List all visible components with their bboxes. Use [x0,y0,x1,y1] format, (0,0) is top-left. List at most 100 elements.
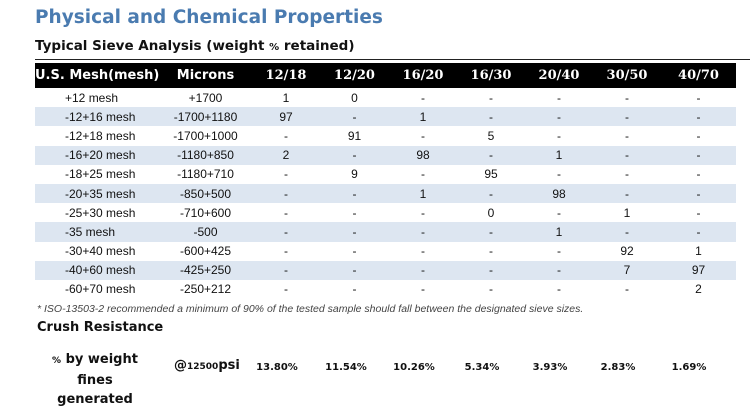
crush-fines-label: % by weight fines generated [37,350,153,409]
retained-cell: - [352,205,357,220]
microns-cell: -1180+710 [177,167,234,182]
microns-cell: -1700+1180 [159,107,252,127]
mesh-cell: -18+25 mesh [65,167,136,182]
retained-cell: - [421,167,425,182]
microns-cell: -1180+850 [159,145,252,165]
retained-cell: - [284,128,288,143]
column-header: Microns [159,63,252,88]
mesh-cell: -20+35 mesh [35,183,159,204]
retained-cell: - [661,145,736,165]
column-header: 20/40 [525,63,593,88]
retained-cell: - [625,128,629,143]
mesh-cell: +12 mesh [65,90,119,105]
retained-cell: - [625,167,629,182]
retained-cell: - [457,107,525,127]
retained-cell: - [320,107,389,127]
retained-cell: 1 [623,205,631,220]
mesh-cell: -16+20 mesh [35,145,159,165]
retained-cell: - [284,205,288,220]
retained-cell: 97 [661,260,736,280]
retained-cell: - [661,107,736,127]
microns-cell: +1700 [188,90,223,105]
retained-cell: 1 [525,145,593,165]
retained-cell: - [557,167,561,182]
table-row: -20+35 mesh -850+500- -1-98- - [35,183,736,204]
crush-value: 3.93% [532,362,568,373]
column-header: 12/20 [320,63,389,88]
retained-cell: - [352,244,357,259]
retained-cell: - [696,167,701,182]
retained-cell: - [557,128,561,143]
mesh-cell: -60+70 mesh [65,282,136,297]
retained-cell: - [421,128,425,143]
sieve-analysis-subtitle: Typical Sieve Analysis (weight % retaine… [35,38,355,54]
retained-cell: - [696,205,701,220]
retained-cell: - [696,128,701,143]
retained-cell: 1 [389,183,457,204]
mesh-cell: -40+60 mesh [35,260,159,280]
retained-cell: - [625,90,629,105]
crush-psi-value: 12500 [187,362,219,372]
table-row: -12+16 mesh -1700+1180 97-1- - - - [35,107,736,127]
retained-cell: 7 [593,260,661,280]
retained-cell: - [525,107,593,127]
retained-cell: - [320,260,389,280]
retained-cell: 2 [252,145,320,165]
retained-cell: 91 [347,128,362,143]
retained-cell: - [320,145,389,165]
retained-cell: 97 [252,107,320,127]
retained-cell: 98 [389,145,457,165]
retained-cell: 0 [351,90,358,105]
microns-cell: -710+600 [179,205,232,220]
column-header: U.S. Mesh(mesh) [35,63,159,88]
crush-value: 10.26% [393,362,435,373]
retained-cell: - [320,222,389,242]
microns-cell: -600+425 [179,244,232,259]
microns-cell: -1700+1000 [173,128,238,143]
mesh-cell: -35 mesh [35,222,159,242]
retained-cell: - [593,107,661,127]
retained-cell: - [252,183,320,204]
retained-cell: - [284,244,288,259]
table-row: -25+30 mesh -710+600 - - - 0 - 1 - [35,203,736,222]
retained-cell: - [661,183,736,204]
microns-cell: -425+250 [159,260,252,280]
retained-cell: - [421,205,425,220]
retained-cell: 92 [620,244,634,259]
table-row: -60+70 mesh -250+212 - - - - - - 2 [35,280,736,299]
retained-cell: 0 [487,205,495,220]
retained-cell: - [593,183,661,204]
retained-cell: - [661,222,736,242]
retained-cell: 1 [389,107,457,127]
retained-cell: - [557,205,561,220]
table-row: -40+60 mesh -425+250- - - - -7 97 [35,260,736,280]
retained-cell: - [457,260,525,280]
retained-cell: - [525,260,593,280]
retained-cell: 1 [282,90,290,105]
retained-cell: - [389,222,457,242]
retained-cell: 2 [695,282,702,297]
subtitle-percent: % [269,42,280,53]
retained-cell: - [489,244,493,259]
table-row: -12+18 mesh -1700+1000 - 91 - 5 - - - [35,126,736,145]
table-row: -16+20 mesh -1180+850 2-98-1- - [35,145,736,165]
crush-label-line2: generated [57,392,133,407]
crush-value: 5.34% [464,362,500,373]
crush-value: 11.54% [325,362,367,373]
column-header: 12/18 [252,63,320,88]
crush-label-line1: by weight fines [61,352,138,388]
column-header: 30/50 [593,63,661,88]
column-header: 40/70 [661,63,736,88]
retained-cell: - [696,90,701,105]
column-header: 16/20 [389,63,457,88]
title-divider [35,59,750,60]
retained-cell: - [489,90,493,105]
retained-cell: - [593,222,661,242]
retained-cell: - [625,282,629,297]
mesh-cell: -12+16 mesh [35,107,159,127]
retained-cell: - [284,167,288,182]
table-row: -30+40 mesh -600+425 - - - - - 92 1 [35,242,736,261]
retained-cell: - [421,90,425,105]
table-row: -18+25 mesh -1180+710 - 9 - 95 - - - [35,165,736,184]
table-body: +12 mesh +1700 1 0- - - - - -12+16 mesh -1700+118… [35,88,736,299]
